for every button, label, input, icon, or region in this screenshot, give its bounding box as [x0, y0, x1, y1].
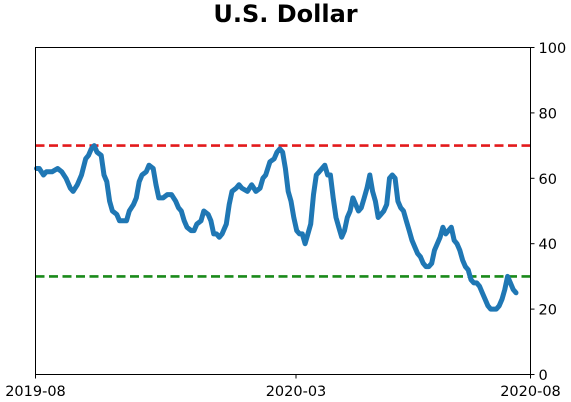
x-tick-label: 2019-08 — [5, 384, 66, 400]
y-tick-label: 100 — [539, 41, 567, 57]
plot-frame — [35, 47, 531, 375]
y-tick-label: 60 — [539, 172, 557, 188]
series-line — [34, 143, 519, 312]
x-tick-label: 2020-03 — [266, 384, 327, 400]
chart-title: U.S. Dollar — [213, 0, 358, 28]
y-tick-label: 80 — [539, 106, 557, 122]
y-tick-label: 40 — [539, 237, 557, 253]
y-tick-label: 0 — [539, 368, 548, 384]
y-tick-label: 20 — [539, 303, 557, 319]
x-tick-label: 2020-08 — [500, 384, 561, 400]
